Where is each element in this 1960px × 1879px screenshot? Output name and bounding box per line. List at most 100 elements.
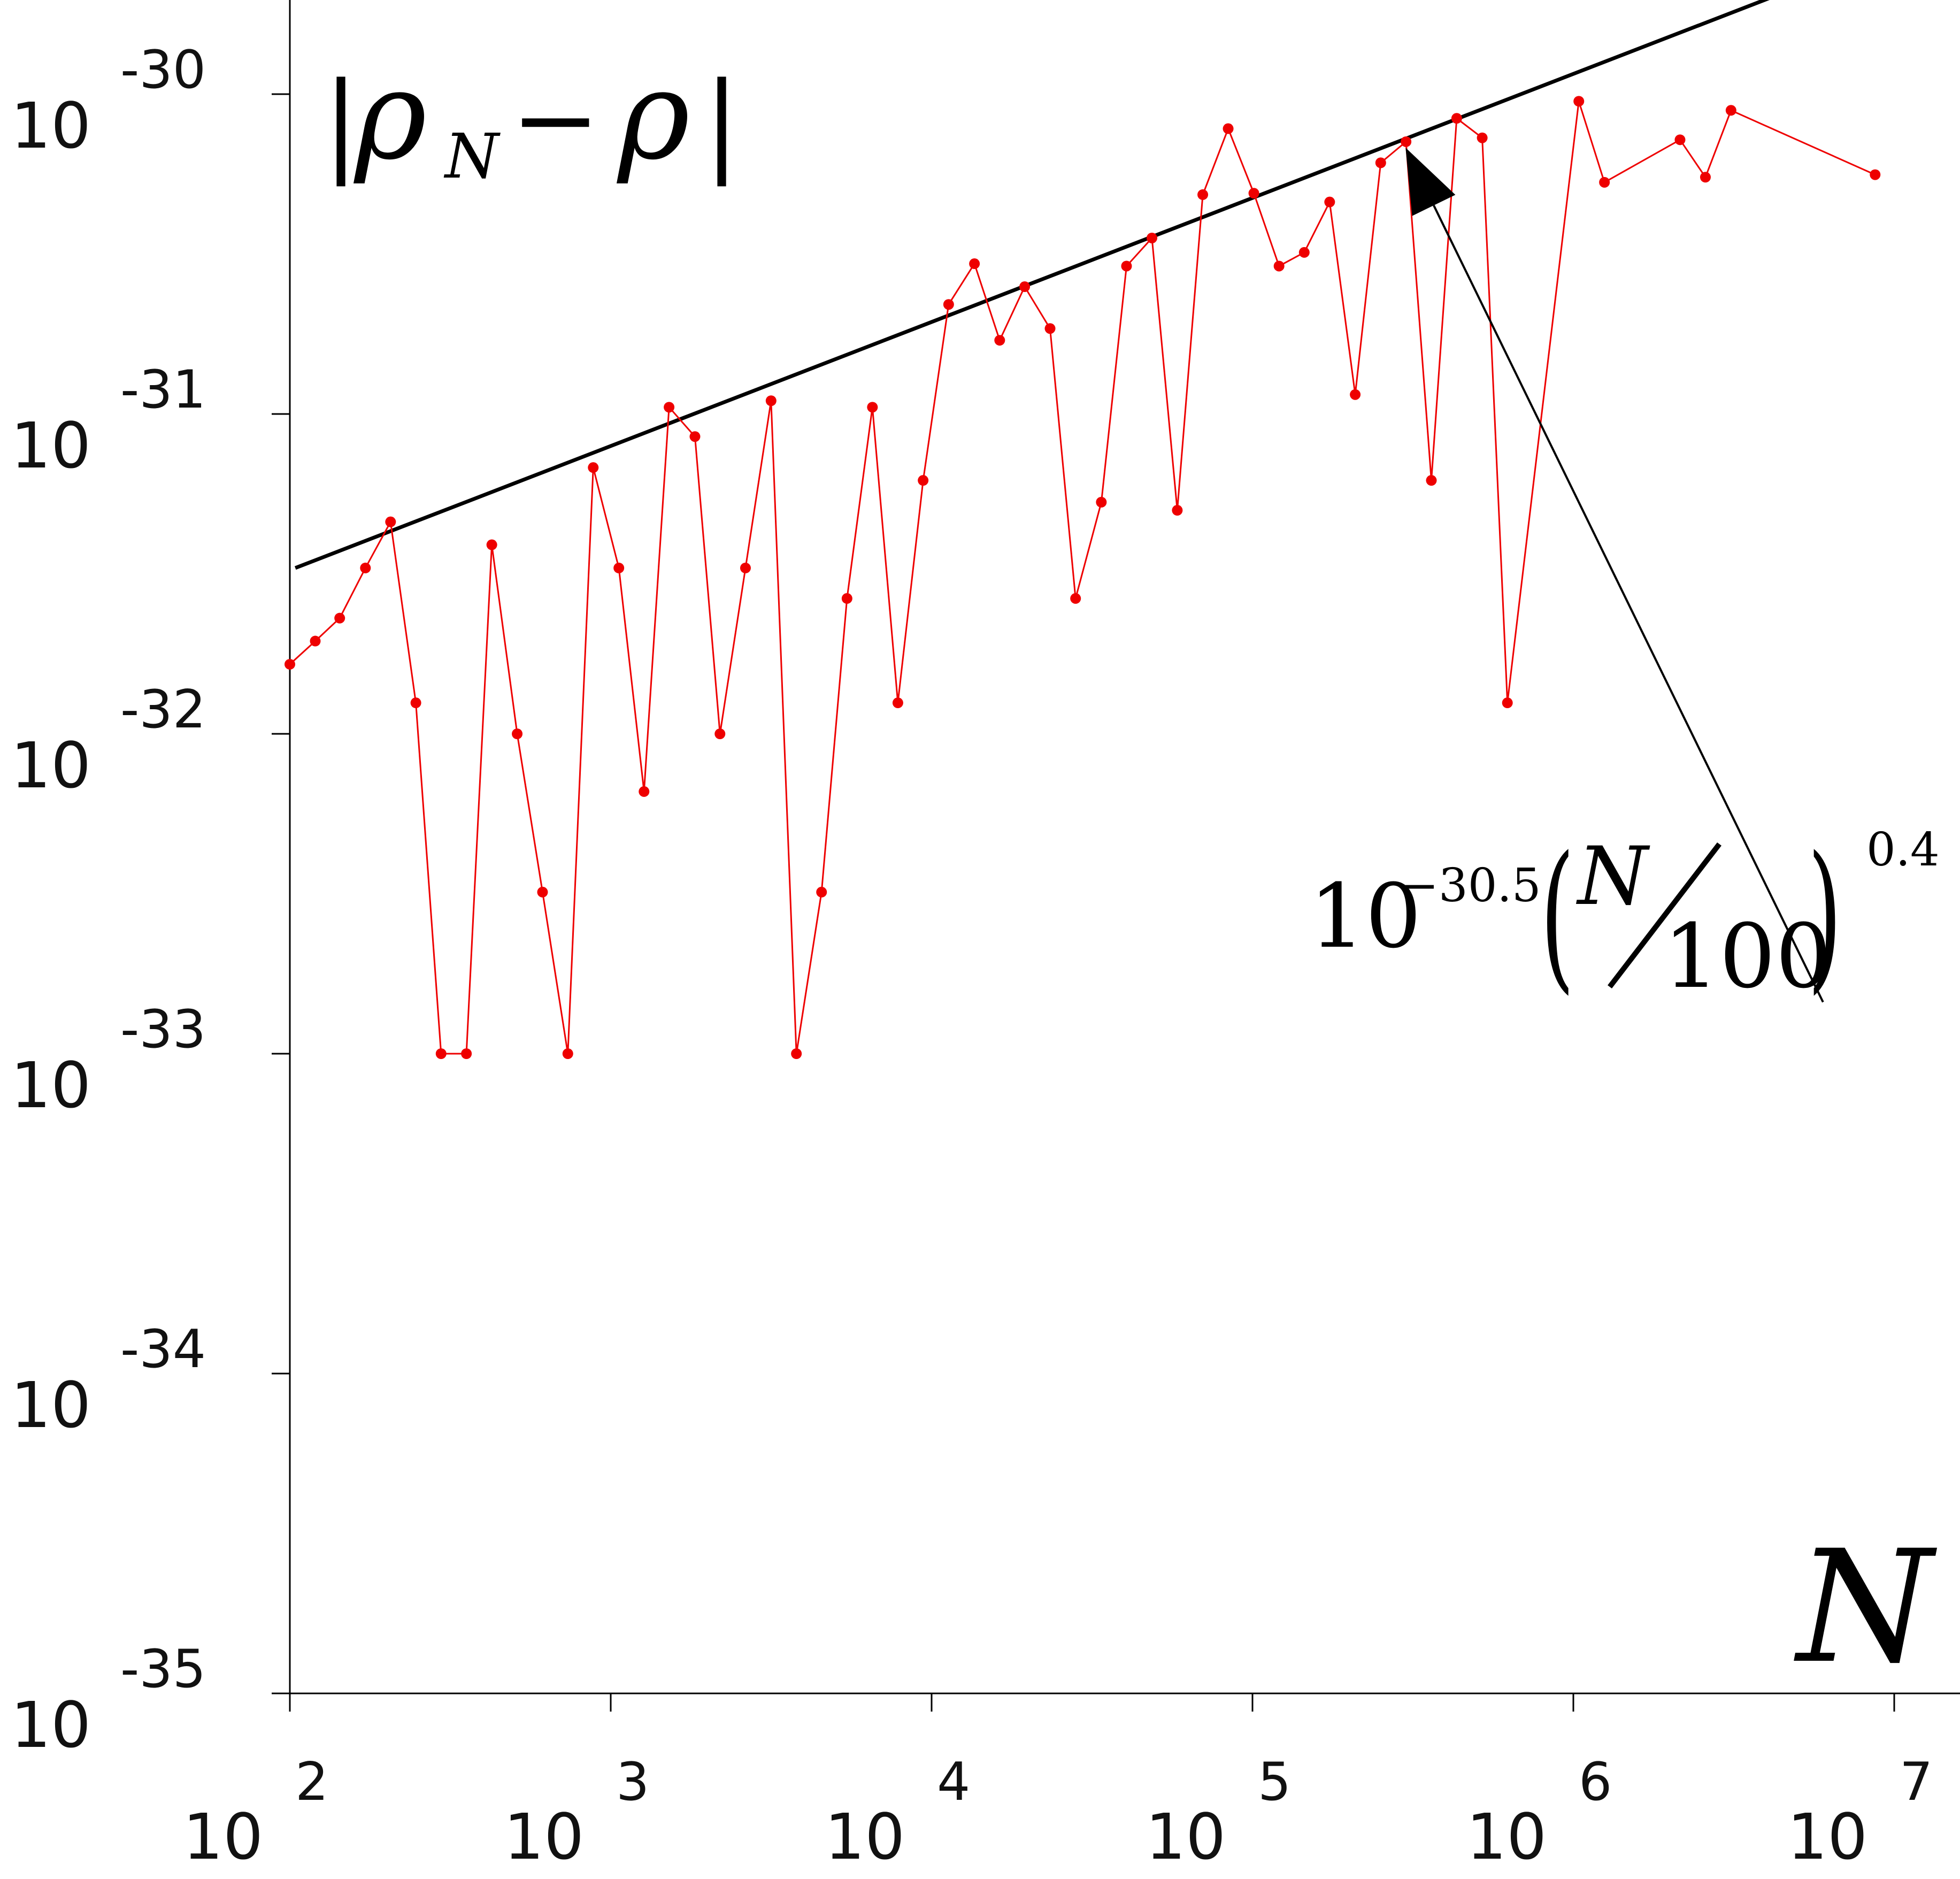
x-tick-label: 10	[1146, 1800, 1226, 1874]
x-tick-exponent: 6	[1579, 1752, 1612, 1813]
data-point	[1324, 196, 1335, 208]
annotation-denominator: 100	[1663, 905, 1832, 1008]
data-point	[1375, 157, 1386, 168]
data-point	[1146, 232, 1157, 243]
y-ticks: 10 -30 10 -31 10 -32 10 -33 10 -34 10 -35	[11, 40, 290, 1762]
annotation-arrow	[1405, 148, 1824, 1003]
data-point	[537, 886, 548, 898]
title-bar-right: |	[703, 59, 740, 187]
y-tick-label: 10	[11, 728, 91, 802]
data-point	[689, 431, 701, 442]
data-point	[1502, 697, 1513, 709]
x-tick-exponent: 5	[1258, 1752, 1291, 1813]
data-point	[588, 462, 599, 473]
data-point	[360, 562, 371, 573]
data-point	[1044, 323, 1056, 334]
data-point	[791, 1048, 802, 1059]
data-point	[892, 697, 903, 709]
x-tick-label: 10	[1466, 1800, 1547, 1874]
y-tick-exponent: -30	[120, 40, 206, 101]
data-point	[1870, 169, 1881, 180]
y-tick-exponent: -32	[120, 679, 206, 740]
data-point	[512, 728, 523, 739]
data-point	[714, 728, 726, 739]
y-tick-exponent: -33	[120, 999, 206, 1060]
data-point	[1197, 189, 1209, 200]
y-tick-label: 10	[11, 1688, 91, 1762]
data-point	[1451, 113, 1462, 124]
annotation-paren-right: )	[1808, 822, 1842, 1009]
axes	[289, 0, 1960, 1694]
data-point	[486, 539, 497, 550]
data-point	[1096, 496, 1107, 508]
data-point	[1401, 136, 1412, 147]
data-point	[1019, 281, 1031, 293]
data-point	[410, 697, 421, 709]
arrow-head	[1405, 148, 1456, 216]
data-point	[310, 635, 321, 647]
annotation-base: 10	[1309, 865, 1421, 968]
y-tick-label: 10	[11, 89, 91, 163]
data-point	[1121, 260, 1132, 272]
data-point	[562, 1048, 573, 1059]
data-point	[841, 593, 852, 604]
chart-title: | ρ N − ρ |	[322, 44, 740, 193]
data-point	[943, 299, 954, 310]
data-point	[1273, 260, 1285, 272]
data-series	[285, 96, 1881, 1059]
data-point	[1248, 188, 1259, 199]
data-point	[867, 402, 878, 413]
x-axis-label: N	[1792, 1517, 1938, 1698]
data-point	[918, 475, 929, 486]
arrow-shaft	[1433, 205, 1824, 1003]
trend-line	[294, 0, 1770, 570]
trend-line-group	[294, 0, 1770, 570]
x-tick-exponent: 3	[616, 1752, 649, 1813]
title-rho: ρ	[353, 44, 427, 187]
data-point	[435, 1048, 447, 1059]
x-tick-label: 10	[825, 1800, 905, 1874]
y-tick-label: 10	[11, 409, 91, 482]
data-point	[334, 612, 345, 624]
annotation-paren-left: (	[1540, 822, 1574, 1009]
annotation-fraction-slash	[1608, 842, 1721, 989]
x-tick-label: 10	[504, 1800, 584, 1874]
data-point	[1725, 105, 1736, 116]
data-point	[1298, 247, 1310, 258]
annotation-exponent: −30.5	[1400, 859, 1541, 912]
x-tick-exponent: 7	[1900, 1752, 1933, 1813]
data-point	[1573, 96, 1585, 107]
data-point	[1070, 593, 1081, 604]
data-point	[765, 395, 777, 407]
y-tick-label: 10	[11, 1368, 91, 1442]
annotation-numerator: N	[1576, 830, 1650, 923]
data-point	[816, 886, 827, 898]
title-bar-left: |	[322, 59, 359, 187]
y-tick-exponent: -31	[120, 359, 206, 420]
data-point	[969, 258, 980, 270]
data-point	[1700, 172, 1711, 183]
data-point	[639, 786, 650, 797]
data-point	[461, 1048, 472, 1059]
data-point	[1172, 505, 1183, 516]
y-tick-exponent: -35	[120, 1639, 206, 1700]
annotation-power: 0.4	[1866, 823, 1940, 877]
data-point	[1223, 123, 1234, 134]
data-point	[664, 402, 675, 413]
title-subscript: N	[443, 121, 501, 193]
y-tick-exponent: -34	[120, 1319, 206, 1380]
data-point	[1477, 132, 1488, 143]
y-tick-label: 10	[11, 1048, 91, 1122]
data-point	[285, 658, 295, 670]
x-tick-exponent: 4	[937, 1752, 970, 1813]
data-point	[1674, 134, 1686, 145]
title-rho-2: ρ	[616, 44, 690, 187]
data-point	[1350, 389, 1361, 400]
annotation-formula: 10 −30.5 ( N 100 ) 0.4	[1309, 822, 1940, 1009]
title-minus: −	[511, 57, 601, 182]
x-tick-label: 10	[1787, 1800, 1867, 1874]
data-point	[1426, 475, 1437, 486]
x-tick-label: 10	[183, 1800, 263, 1874]
data-point	[613, 562, 625, 573]
